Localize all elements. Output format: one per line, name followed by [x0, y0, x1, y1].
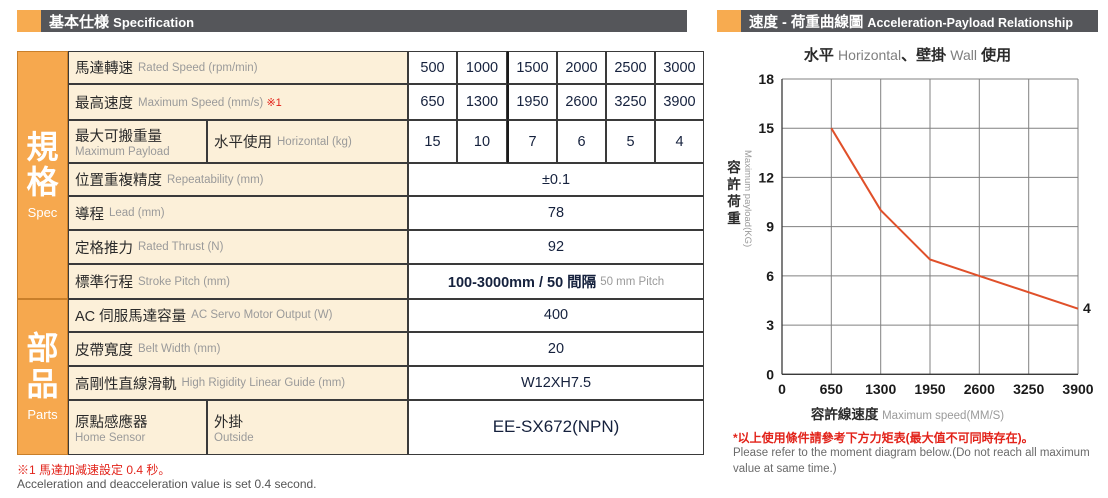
svg-text:1950: 1950 — [914, 381, 945, 397]
svg-text:3900: 3900 — [1062, 381, 1093, 397]
svg-text:12: 12 — [758, 169, 774, 185]
svg-text:15: 15 — [758, 120, 774, 136]
svg-text:18: 18 — [758, 71, 774, 87]
svg-text:0: 0 — [766, 366, 774, 382]
svg-text:6: 6 — [766, 268, 774, 284]
svg-text:2600: 2600 — [964, 381, 995, 397]
svg-text:3250: 3250 — [1013, 381, 1044, 397]
svg-text:0: 0 — [778, 381, 786, 397]
svg-text:3: 3 — [766, 317, 774, 333]
svg-text:4: 4 — [1083, 300, 1091, 316]
svg-text:9: 9 — [766, 219, 774, 235]
svg-text:650: 650 — [820, 381, 844, 397]
svg-text:1300: 1300 — [865, 381, 896, 397]
